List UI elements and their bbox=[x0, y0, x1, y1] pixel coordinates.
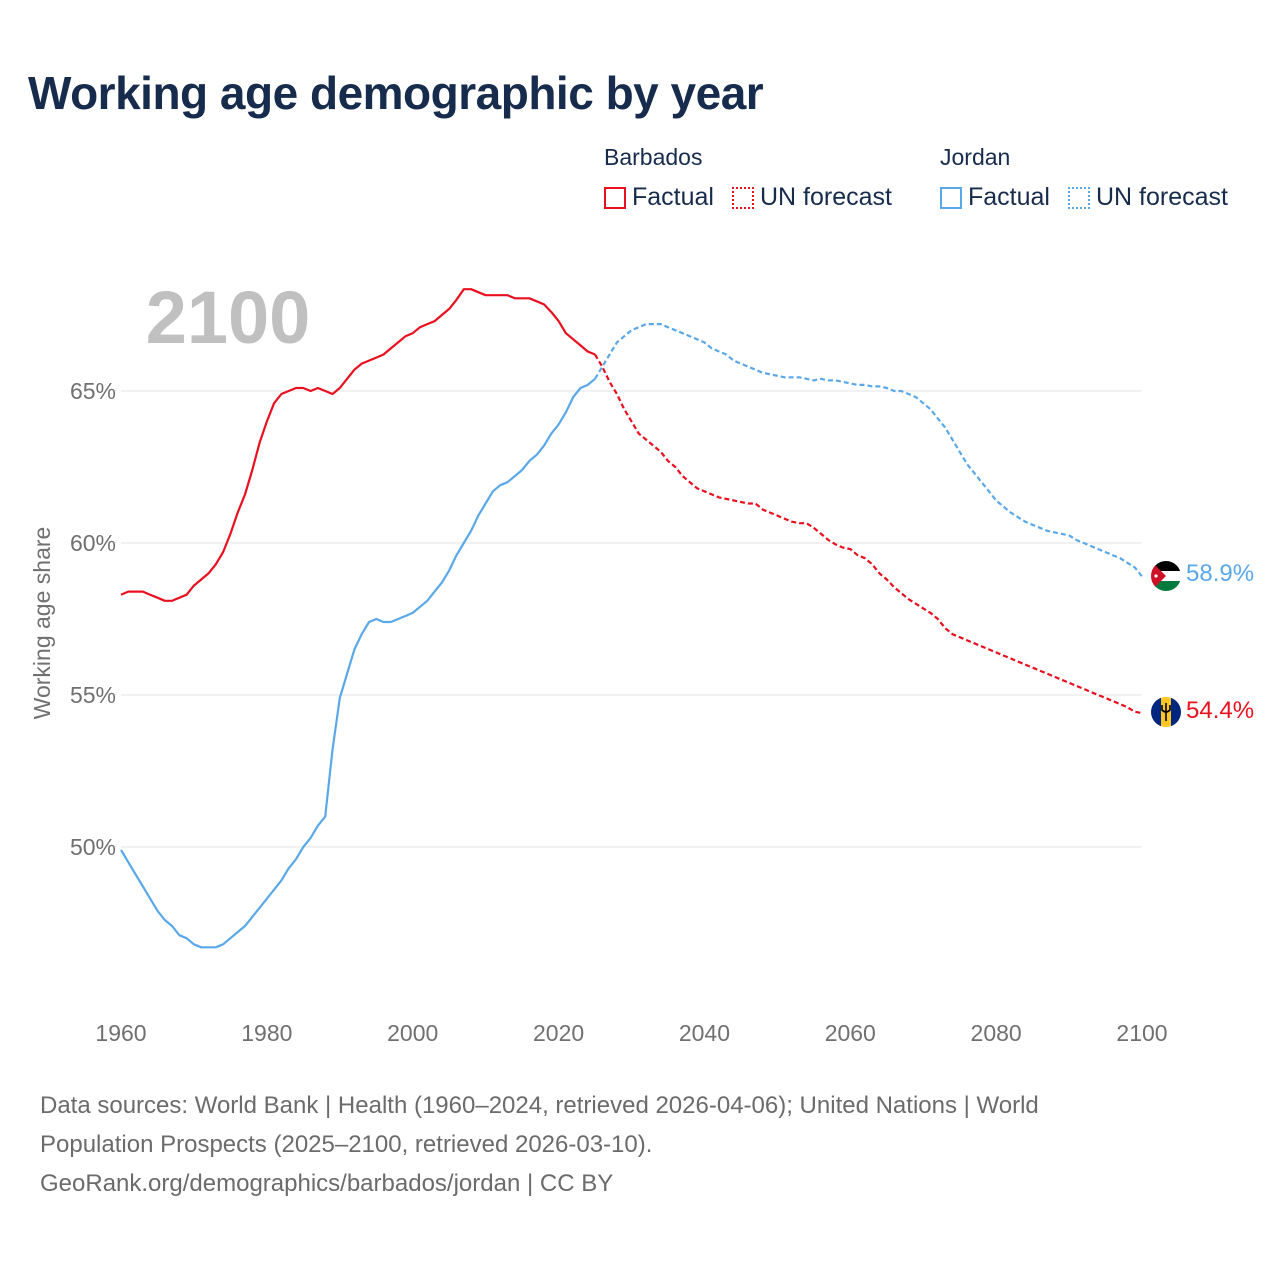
y-tick-label: 65% bbox=[70, 378, 116, 404]
legend-swatch-solid bbox=[604, 186, 626, 209]
x-tick-label: 1980 bbox=[241, 1020, 292, 1046]
y-axis-label: Working age share bbox=[29, 527, 55, 720]
legend-swatch-solid bbox=[940, 186, 962, 209]
footer-attribution[interactable]: GeoRank.org/demographics/barbados/jordan… bbox=[40, 1170, 614, 1197]
x-tick-label: 2000 bbox=[387, 1020, 438, 1046]
legend-label: Factual bbox=[632, 183, 714, 211]
legend-country-name: Barbados bbox=[604, 144, 703, 170]
legend-label: Factual bbox=[968, 183, 1050, 211]
x-tick-label: 2080 bbox=[971, 1020, 1022, 1046]
legend-label: UN forecast bbox=[759, 183, 892, 211]
line-chart: 2100 Working age share 50% 55% 60% 65% 1960… bbox=[29, 276, 1254, 1046]
barbados-factual-line bbox=[120, 288, 596, 602]
y-tick-label: 55% bbox=[70, 682, 116, 708]
jordan-forecast-line bbox=[594, 323, 1143, 578]
legend-item-barbados-forecast[interactable]: UN forecast bbox=[731, 183, 892, 212]
legend-swatch-dotted bbox=[1067, 186, 1090, 209]
jordan-factual-line bbox=[120, 377, 596, 949]
page-title: Working age demographic by year bbox=[28, 67, 764, 119]
jordan-flag bbox=[1151, 561, 1181, 591]
barbados-forecast-line bbox=[594, 353, 1143, 715]
legend-group-jordan: Jordan Factual UN forecast bbox=[940, 144, 1246, 212]
footer-sources-line-1: Data sources: World Bank | Health (1960–… bbox=[40, 1092, 1039, 1119]
legend-swatch-dotted bbox=[731, 186, 754, 209]
x-tick-label: 2100 bbox=[1116, 1020, 1167, 1046]
current-year-label: 2100 bbox=[146, 276, 311, 359]
legend-group-barbados: Barbados Factual UN forecast bbox=[604, 144, 910, 212]
barbados-flag bbox=[1151, 697, 1181, 727]
legend-item-jordan-forecast[interactable]: UN forecast bbox=[1067, 183, 1228, 212]
x-tick-label: 2060 bbox=[825, 1020, 876, 1046]
y-tick-label: 50% bbox=[70, 834, 116, 860]
barbados-end-value: 54.4% bbox=[1186, 697, 1254, 724]
legend-item-jordan-factual[interactable]: Factual bbox=[940, 183, 1050, 212]
y-tick-label: 60% bbox=[70, 530, 116, 556]
x-tick-label: 2040 bbox=[679, 1020, 730, 1046]
footer: Data sources: World Bank | Health (1960–… bbox=[40, 1086, 1240, 1203]
jordan-end-value: 58.9% bbox=[1186, 560, 1254, 587]
legend-country-name: Jordan bbox=[940, 144, 1011, 170]
x-tick-label: 1960 bbox=[95, 1020, 146, 1046]
legend-label: UN forecast bbox=[1095, 183, 1228, 211]
footer-sources-line-2: Population Prospects (2025–2100, retriev… bbox=[40, 1131, 653, 1158]
legend-item-barbados-factual[interactable]: Factual bbox=[604, 183, 714, 212]
x-tick-label: 2020 bbox=[533, 1020, 584, 1046]
